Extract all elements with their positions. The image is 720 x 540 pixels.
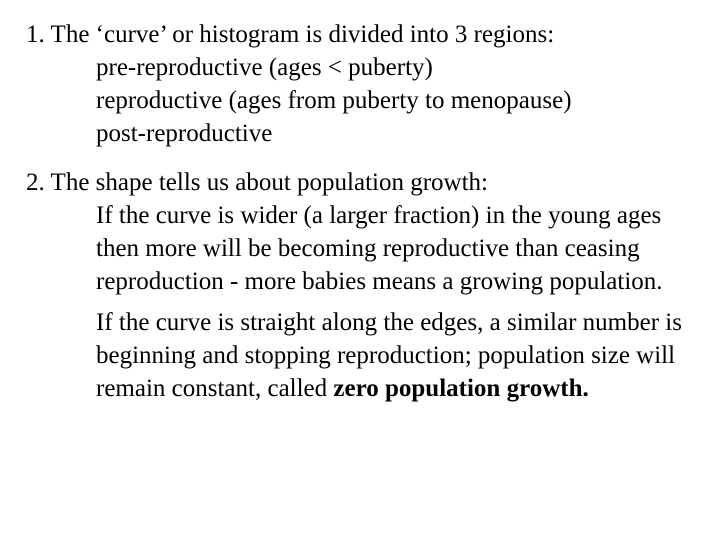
item-paragraph: If the curve is straight along the edges…	[96, 306, 694, 405]
item-lead: 2. The shape tells us about population g…	[26, 166, 694, 199]
list-item: 1. The ‘curve’ or histogram is divided i…	[26, 18, 694, 150]
item-subline: post-reproductive	[96, 117, 694, 150]
item-paragraph: If the curve is wider (a larger fraction…	[96, 199, 694, 298]
item-lead: 1. The ‘curve’ or histogram is divided i…	[26, 18, 694, 51]
list-item: 2. The shape tells us about population g…	[26, 166, 694, 405]
bold-term: zero population growth.	[333, 375, 588, 402]
item-subline: pre-reproductive (ages < puberty)	[96, 51, 694, 84]
document-body: 1. The ‘curve’ or histogram is divided i…	[0, 0, 720, 405]
item-subline: reproductive (ages from puberty to menop…	[96, 84, 694, 117]
